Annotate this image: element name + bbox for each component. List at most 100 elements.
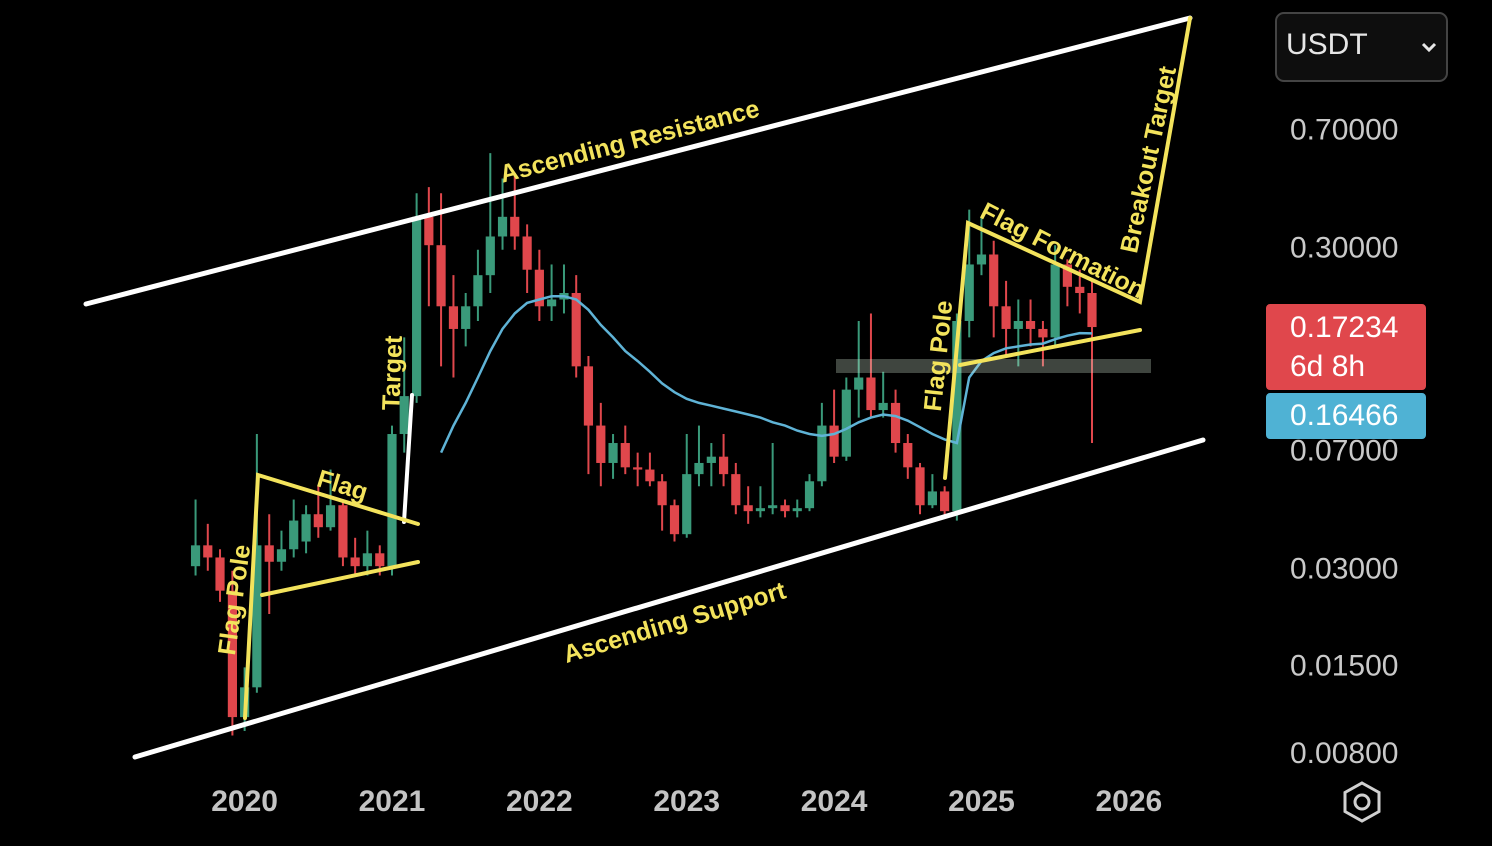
candle-body [301, 514, 311, 542]
y-tick-label: 0.30000 [1290, 232, 1398, 265]
candle-body [645, 469, 655, 482]
support-line [132, 437, 1206, 760]
candle-body [633, 467, 643, 470]
candle-body [1025, 320, 1036, 329]
settings-icon[interactable] [1343, 781, 1381, 823]
x-tick-label: 2023 [653, 785, 720, 818]
candle-body [976, 254, 987, 265]
candle-body [964, 264, 974, 321]
candle-body [596, 425, 606, 463]
candle-body [952, 320, 962, 512]
candle-body [264, 545, 274, 562]
candle-body [854, 377, 864, 390]
candle-body [755, 508, 766, 512]
candle-body [424, 216, 434, 246]
candle-body [866, 377, 876, 411]
candle-body [547, 299, 557, 307]
candle-body [473, 275, 483, 307]
flag-bottom [260, 560, 420, 597]
countdown: 6d 8h [1290, 350, 1365, 383]
candle-body [989, 254, 999, 307]
candle-body [903, 443, 913, 468]
candle-body [1013, 320, 1023, 329]
y-axis: 0.70000 0.30000 0.07000 0.03000 0.01500 0.008… [1262, 114, 1398, 770]
candle-body [522, 236, 532, 270]
candle-body [768, 505, 778, 509]
last-price: 0.17234 [1290, 311, 1398, 344]
candle-body [583, 366, 594, 426]
last-price-tag [1266, 304, 1426, 391]
ma-value: 0.16466 [1290, 399, 1398, 432]
currency-select[interactable]: USDT [1275, 12, 1448, 82]
candle-body [890, 402, 901, 444]
candle-body [657, 481, 667, 506]
candle-body [338, 505, 348, 558]
x-tick-label: 2025 [948, 785, 1015, 818]
candle-body [436, 245, 446, 307]
y-tick-label: 0.70000 [1290, 114, 1398, 147]
candle-body [841, 389, 851, 457]
flag-formation-top [943, 16, 1192, 480]
candle-body [313, 514, 323, 528]
candle-body [289, 520, 299, 550]
price-tags: 0.17234 6d 8h 0.16466 [1266, 304, 1426, 440]
candle-body [1062, 264, 1072, 287]
candle-body [780, 505, 790, 512]
drawings [83, 15, 1206, 760]
flag-top [243, 472, 420, 720]
candle-body [350, 557, 360, 567]
candle-body [731, 474, 741, 506]
candle-body [485, 236, 495, 276]
y-tick-label: 0.03000 [1290, 553, 1398, 586]
candle-body [1050, 264, 1060, 338]
annotation: Target [377, 335, 408, 411]
candle-body [252, 545, 262, 688]
candle-body [669, 505, 680, 535]
y-tick-label: 0.01500 [1290, 649, 1398, 682]
x-tick-label: 2022 [506, 785, 573, 818]
candle-body [362, 553, 372, 567]
x-tick-label: 2026 [1095, 785, 1162, 818]
select-box[interactable] [1275, 12, 1448, 82]
candle-body [510, 216, 520, 237]
candle-body [571, 293, 581, 367]
candle-body [927, 491, 937, 506]
candle-body [878, 402, 888, 411]
candle-body [203, 545, 213, 558]
candle-body [534, 269, 544, 307]
zone [836, 359, 1151, 373]
ma-tag [1266, 393, 1426, 440]
candle-body [804, 481, 815, 509]
x-tick-label: 2020 [211, 785, 278, 818]
candle-body [608, 443, 618, 463]
candle-body [190, 545, 201, 567]
currency[interactable]: USDT [1286, 28, 1368, 61]
candle-body [817, 425, 827, 482]
candle-body [387, 434, 397, 567]
candle-body [227, 590, 237, 718]
x-tick-label: 2024 [801, 785, 868, 818]
candle-body [325, 505, 336, 528]
candle-body [461, 306, 471, 329]
candle-body [682, 474, 692, 535]
candle-body [1001, 306, 1011, 329]
candle-body [412, 216, 422, 397]
plot-area [190, 153, 1097, 736]
y-tick-label: 0.07000 [1290, 435, 1398, 468]
candle-body [1087, 293, 1097, 328]
x-tick-label: 2021 [359, 785, 426, 818]
candle-body [829, 425, 839, 457]
candle-body [1038, 328, 1048, 338]
chevron [1421, 42, 1437, 53]
candle-body [743, 505, 753, 512]
candle-body [718, 456, 729, 475]
candle-body [694, 462, 704, 475]
candle-body [375, 553, 385, 567]
candle-body [215, 557, 225, 591]
hexagon[interactable] [1343, 781, 1381, 823]
candle-body [620, 443, 630, 468]
flag-formation-bottom [958, 328, 1142, 367]
y-tick-label: 0.00800 [1290, 737, 1398, 770]
candle-body [940, 491, 950, 512]
